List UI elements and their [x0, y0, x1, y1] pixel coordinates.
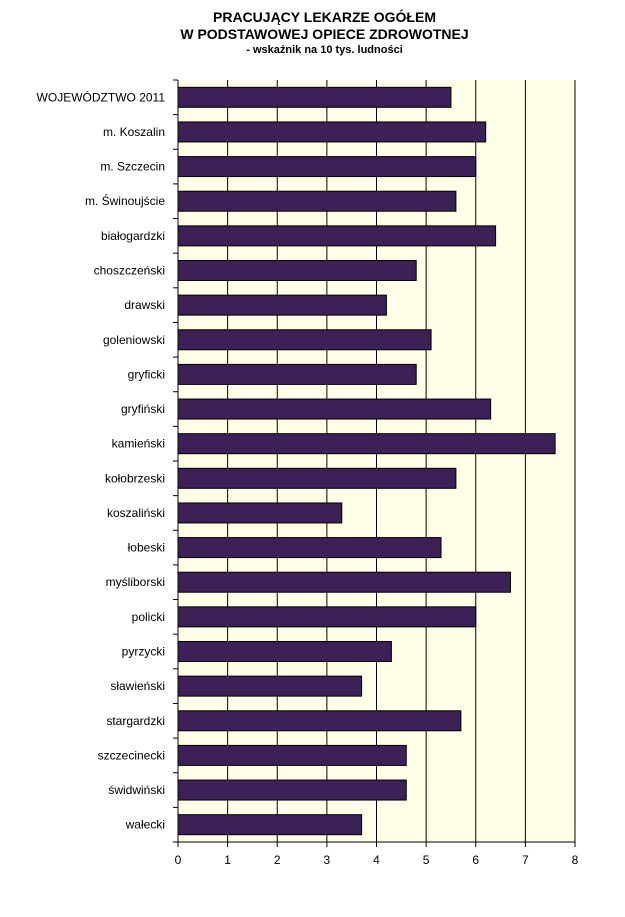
x-tick-label: 1 — [224, 853, 231, 867]
category-label: gryficki — [128, 367, 165, 381]
category-label: świdwiński — [108, 783, 165, 797]
category-label: m. Szczecin — [100, 160, 165, 174]
bar — [177, 571, 511, 593]
bar — [177, 744, 407, 766]
chart-title-line2: W PODSTAWOWEJ OPIECE ZDROWOTNEJ — [180, 26, 469, 42]
bar — [177, 225, 497, 247]
category-label: goleniowski — [103, 333, 165, 347]
bar — [177, 537, 442, 559]
category-label: kołobrzeski — [105, 471, 165, 485]
category-label: m. Koszalin — [103, 125, 165, 139]
x-tick-label: 7 — [522, 853, 529, 867]
x-tick-label: 5 — [423, 853, 430, 867]
category-label: myśliborski — [106, 575, 165, 589]
bar — [177, 814, 363, 836]
category-label: stargardzki — [106, 714, 165, 728]
bar — [177, 363, 417, 385]
chart-subtitle: - wskaźnik na 10 tys. ludności — [246, 44, 403, 56]
bar — [177, 294, 387, 316]
bar — [177, 190, 457, 212]
bar — [177, 467, 457, 489]
bar — [177, 329, 432, 351]
bar — [177, 502, 343, 524]
category-label: policki — [132, 610, 165, 624]
bar — [177, 779, 407, 801]
category-label: gryfiński — [121, 402, 165, 416]
bar — [177, 641, 392, 662]
x-tick-label: 2 — [274, 853, 281, 867]
category-label: drawski — [124, 298, 165, 312]
bar — [177, 710, 462, 732]
category-label: wałecki — [125, 818, 165, 832]
bar — [177, 398, 492, 420]
bar — [177, 86, 452, 108]
category-label: łobeski — [128, 541, 165, 555]
bar — [177, 260, 417, 281]
bar — [177, 156, 477, 178]
category-label: WOJEWÓDZTWO 2011 — [37, 89, 166, 104]
x-tick-label: 6 — [472, 853, 479, 867]
bar — [177, 675, 363, 697]
category-label: szczecinecki — [98, 748, 165, 762]
category-label: choszczeński — [94, 264, 165, 278]
bar — [177, 121, 487, 143]
category-label: koszaliński — [107, 506, 165, 520]
bar — [177, 433, 556, 455]
x-tick-label: 0 — [175, 853, 182, 867]
category-label: sławieński — [110, 679, 165, 693]
category-label: kamieński — [112, 437, 165, 451]
x-tick-label: 8 — [572, 853, 579, 867]
x-tick-label: 4 — [373, 853, 380, 867]
category-label: pyrzycki — [122, 645, 165, 659]
chart-title: PRACUJĄCY LEKARZE OGÓŁEM — [213, 9, 436, 25]
category-label: m. Świnoujście — [85, 193, 165, 208]
x-tick-label: 3 — [324, 853, 331, 867]
category-label: białogardzki — [101, 229, 165, 243]
bar — [177, 606, 477, 628]
